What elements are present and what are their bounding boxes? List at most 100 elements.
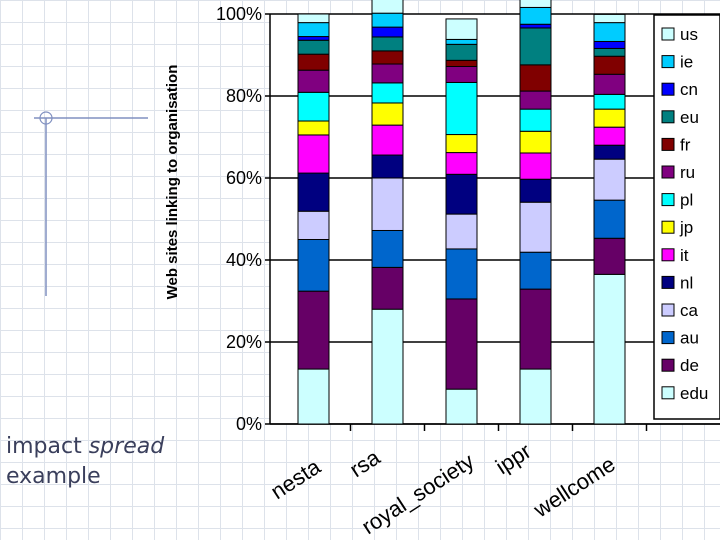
bar-segment-cn	[371, 26, 404, 38]
bar-segment-eu	[445, 43, 478, 61]
bar-segment-ru	[371, 63, 404, 84]
y-tick-label: 40%	[226, 250, 262, 270]
bar-segment-nl	[445, 173, 478, 215]
legend-label-fr: fr	[680, 135, 691, 154]
bar-segment-de	[445, 298, 478, 390]
legend-swatch-ca	[661, 303, 675, 317]
legend-swatch-de	[661, 358, 675, 372]
x-category-label: ippr	[491, 438, 535, 479]
bar-segment-de	[297, 290, 330, 370]
caption-prefix: impact	[6, 434, 82, 459]
x-category-label: nesta	[266, 453, 325, 504]
bar-segment-fr	[593, 55, 626, 75]
bar-segment-it	[445, 152, 478, 175]
bar-segment-ie	[445, 38, 478, 45]
bar-segment-eu	[371, 36, 404, 52]
bar-segment-de	[593, 237, 626, 275]
bar-segment-au	[519, 251, 552, 290]
legend-swatch-eu	[661, 110, 675, 124]
bar-segment-au	[593, 199, 626, 239]
y-tick-label: 80%	[226, 86, 262, 106]
bar-segment-pl	[593, 93, 626, 110]
bar-segment-jp	[593, 108, 626, 128]
bar-segment-ca	[297, 210, 330, 241]
legend-label-eu: eu	[680, 108, 699, 127]
y-tick-label: 60%	[226, 168, 262, 188]
bar-segment-eu	[593, 47, 626, 57]
caption-line-1: impact spread	[6, 432, 164, 462]
bar-segment-cn	[519, 23, 552, 29]
legend-swatch-us	[661, 27, 675, 41]
bar-segment-fr	[445, 59, 478, 67]
bar-segment-edu	[371, 308, 404, 425]
legend-label-pl: pl	[680, 191, 693, 210]
bar-segment-pl	[297, 91, 330, 122]
legend-label-de: de	[680, 356, 699, 375]
legend-swatch-pl	[661, 193, 675, 207]
bar-segment-ru	[445, 65, 478, 83]
bar-segment-ie	[593, 22, 626, 42]
legend-swatch-ie	[661, 55, 675, 69]
bar-segment-ie	[519, 6, 552, 25]
bar-segment-au	[445, 248, 478, 300]
y-tick-label: 0%	[236, 414, 262, 434]
legend-swatch-ru	[661, 165, 675, 179]
legend-label-ca: ca	[680, 301, 699, 320]
bar-segment-edu	[519, 368, 552, 425]
bar-segment-nl	[297, 172, 330, 212]
legend-label-au: au	[680, 329, 699, 348]
legend-swatch-it	[661, 248, 675, 262]
bar-segment-jp	[519, 130, 552, 154]
legend-label-cn: cn	[680, 80, 698, 99]
legend-label-us: us	[680, 25, 698, 44]
bar-segment-fr	[371, 50, 404, 65]
bar-segment-nl	[593, 144, 626, 160]
legend-label-it: it	[680, 246, 689, 265]
legend-label-nl: nl	[680, 273, 693, 292]
bar-segment-edu	[445, 388, 478, 425]
bar-segment-us	[519, 0, 552, 8]
caption-line-2: example	[6, 464, 101, 489]
bar-segment-au	[371, 229, 404, 268]
bar-segment-nl	[519, 178, 552, 203]
bar-segment-ie	[371, 12, 404, 28]
plot-area	[270, 14, 720, 424]
bar-segment-it	[371, 124, 404, 156]
bar-segment-ca	[593, 158, 626, 201]
bar-segment-jp	[297, 120, 330, 136]
legend-swatch-cn	[661, 82, 675, 96]
bar-segment-jp	[371, 102, 404, 126]
bar-segment-eu	[297, 39, 330, 55]
legend-swatch-fr	[661, 137, 675, 151]
bar-segment-pl	[519, 108, 552, 132]
bar-segment-cn	[593, 40, 626, 49]
caption-emphasis: spread	[88, 434, 165, 459]
bar-segment-ie	[297, 22, 330, 38]
legend-label-ru: ru	[680, 163, 695, 182]
legend-label-edu: edu	[680, 384, 708, 403]
crosshair-circle	[39, 111, 53, 125]
bar-segment-ca	[519, 201, 552, 253]
bar-segment-it	[519, 152, 552, 180]
legend-swatch-edu	[661, 386, 675, 400]
bar-segment-jp	[445, 134, 478, 154]
bar-segment-edu	[297, 368, 330, 425]
legend-label-ie: ie	[680, 53, 693, 72]
legend-box	[653, 14, 720, 420]
bar-segment-ru	[593, 73, 626, 95]
slide-caption: impact spread example	[6, 432, 164, 492]
bar-segment-edu	[593, 273, 626, 425]
legend-swatch-au	[661, 331, 675, 345]
bar-segment-fr	[519, 64, 552, 92]
bar-segment-ca	[445, 213, 478, 250]
bar-segment-pl	[445, 81, 478, 136]
bar-segment-us	[371, 0, 404, 14]
legend-swatch-jp	[661, 220, 675, 234]
legend-swatch-nl	[661, 275, 675, 289]
bar-segment-de	[371, 266, 404, 310]
bar-segment-cn	[297, 36, 330, 41]
bar-segment-ru	[519, 90, 552, 110]
bar-segment-us	[445, 18, 478, 40]
bar-segment-de	[519, 288, 552, 370]
